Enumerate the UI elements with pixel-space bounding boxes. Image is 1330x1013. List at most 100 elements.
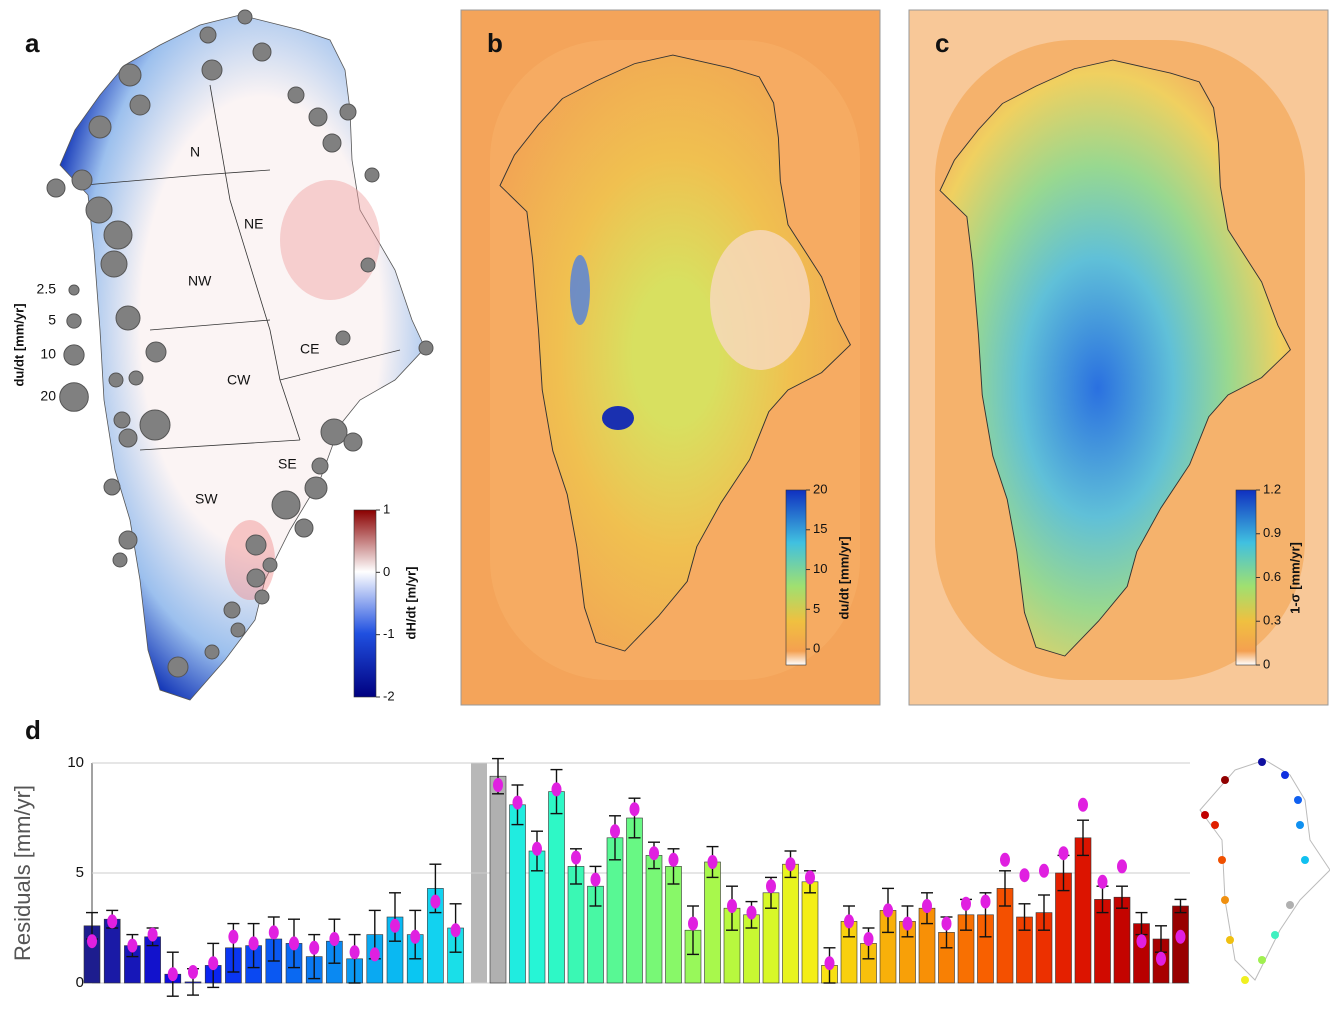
- colorbar: [354, 510, 376, 697]
- model-point: [903, 917, 913, 931]
- region-label: SE: [278, 456, 297, 472]
- model-point: [981, 895, 991, 909]
- y-tick-label: 10: [67, 754, 84, 771]
- region-label: CW: [227, 372, 251, 388]
- model-point: [1039, 864, 1049, 878]
- y-tick-label: 5: [76, 864, 84, 881]
- model-point: [552, 782, 562, 796]
- colorbar-tick-label: 15: [813, 521, 827, 536]
- colorbar-tick-label: 0.6: [1263, 569, 1281, 584]
- bar: [490, 776, 506, 983]
- model-point: [1156, 952, 1166, 966]
- mini-map-sites: [1201, 758, 1309, 984]
- model-point: [513, 796, 523, 810]
- model-point: [1117, 859, 1127, 873]
- region-label: NE: [244, 216, 263, 232]
- colorbar-tick-label: 1: [383, 501, 390, 516]
- model-point: [451, 923, 461, 937]
- model-point: [493, 778, 503, 792]
- bar: [783, 864, 799, 983]
- colorbar-title: du/dt [mm/yr]: [836, 536, 851, 619]
- colorbar-tick-label: 0: [813, 641, 820, 656]
- bar: [1075, 838, 1091, 983]
- model-point: [430, 895, 440, 909]
- model-point: [208, 956, 218, 970]
- model-point: [747, 906, 757, 920]
- model-point: [228, 930, 238, 944]
- model-point: [727, 899, 737, 913]
- panel-label: b: [487, 28, 503, 58]
- model-point: [107, 914, 117, 928]
- colorbar-tick-label: 10: [813, 561, 827, 576]
- legend-circle: [60, 383, 89, 412]
- model-point: [249, 936, 259, 950]
- model-point: [350, 945, 360, 959]
- colorbar-tick-label: -1: [383, 626, 395, 641]
- model-point: [329, 932, 339, 946]
- bar: [802, 882, 818, 983]
- figure: a N NE NW CE CW SE SW du/dt [mm/yr] dH/d…: [0, 0, 1330, 1008]
- model-point: [148, 928, 158, 942]
- model-point: [571, 851, 581, 865]
- model-point: [1059, 846, 1069, 860]
- model-point: [269, 925, 279, 939]
- y-tick-label: 0: [76, 974, 84, 991]
- model-point: [591, 873, 601, 887]
- map-shading: [280, 180, 380, 300]
- bar: [549, 792, 565, 983]
- model-point: [1078, 798, 1088, 812]
- model-point: [410, 930, 420, 944]
- model-point: [289, 936, 299, 950]
- model-point: [1098, 875, 1108, 889]
- colorbar-title: dH/dt [m/yr]: [403, 567, 418, 640]
- map-shading: [602, 406, 634, 430]
- bar: [627, 818, 643, 983]
- panel-label: d: [25, 715, 41, 745]
- colorbar-title: 1-σ [mm/yr]: [1287, 542, 1302, 614]
- model-point: [864, 932, 874, 946]
- model-point: [844, 914, 854, 928]
- model-point: [649, 846, 659, 860]
- legend-label: 5: [48, 312, 56, 328]
- colorbar-tick-label: 20: [813, 481, 827, 496]
- model-point: [766, 879, 776, 893]
- model-point: [922, 899, 932, 913]
- model-point: [961, 897, 971, 911]
- bar: [646, 855, 662, 983]
- model-point: [825, 956, 835, 970]
- model-point: [87, 934, 97, 948]
- colorbar-tick-label: 0: [1263, 656, 1270, 671]
- model-point: [390, 919, 400, 933]
- region-label: CE: [300, 341, 319, 357]
- legend-label: 20: [40, 388, 56, 404]
- legend-circle: [67, 314, 81, 328]
- legend-label: 2.5: [37, 281, 57, 297]
- colorbar-tick-label: 1.2: [1263, 481, 1281, 496]
- model-point: [630, 802, 640, 816]
- bar: [104, 919, 120, 983]
- colorbar-tick-label: -2: [383, 688, 395, 703]
- region-label: N: [190, 144, 200, 160]
- region-label: NW: [188, 273, 212, 289]
- legend-label: 10: [40, 346, 56, 362]
- legend-circle: [64, 345, 84, 365]
- model-point: [669, 853, 679, 867]
- colorbar: [1236, 490, 1256, 665]
- model-point: [532, 842, 542, 856]
- model-point: [188, 965, 198, 979]
- model-point: [1000, 853, 1010, 867]
- colorbar-tick-label: 0.3: [1263, 613, 1281, 628]
- map-shading: [570, 255, 590, 325]
- bar: [510, 805, 526, 983]
- map-shading: [710, 230, 810, 370]
- colorbar-tick-label: 0: [383, 564, 390, 579]
- panel-label: a: [25, 28, 40, 58]
- legend-title: du/dt [mm/yr]: [11, 303, 26, 386]
- model-point: [309, 941, 319, 955]
- model-point: [1020, 868, 1030, 882]
- model-point: [786, 857, 796, 871]
- legend-circle: [69, 285, 79, 295]
- bar: [1173, 906, 1189, 983]
- y-axis-label: Residuals [mm/yr]: [10, 785, 35, 961]
- colorbar-tick-label: 5: [813, 601, 820, 616]
